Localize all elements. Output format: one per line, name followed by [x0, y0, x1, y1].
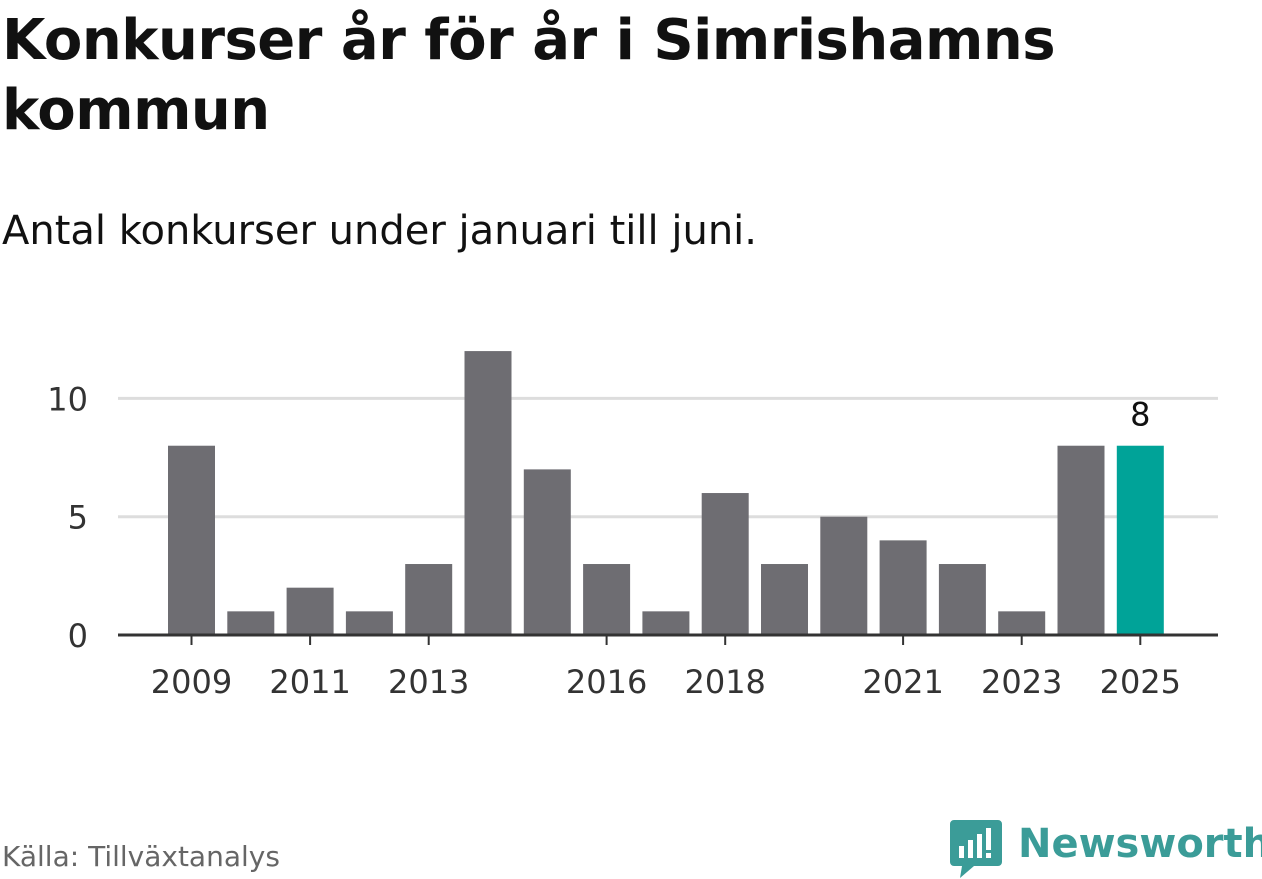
bar-2011 — [286, 587, 334, 635]
x-tick-label-2013: 2013 — [388, 663, 469, 701]
y-tick-label-0: 0 — [68, 617, 88, 655]
bar-2023 — [998, 611, 1046, 635]
brand-logo: Newsworthy — [950, 818, 1262, 878]
y-tick-label-5: 5 — [68, 499, 88, 537]
bar-2021 — [879, 540, 927, 635]
y-tick-label-10: 10 — [47, 380, 88, 418]
bar-2010 — [227, 611, 275, 635]
bar-2024 — [1057, 445, 1105, 635]
bar-2014 — [464, 351, 512, 635]
x-tick-label-2023: 2023 — [981, 663, 1062, 701]
x-tick-label-2025: 2025 — [1100, 663, 1181, 701]
chart-subtitle: Antal konkurser under januari till juni. — [2, 208, 757, 254]
bar-2019 — [761, 564, 808, 635]
bar-2025 — [1116, 445, 1164, 635]
brand-name: Newsworthy — [1018, 821, 1262, 867]
bar-chart-speech-bubble-icon — [950, 820, 1002, 878]
bar-2020 — [820, 516, 868, 635]
bar-2009 — [168, 445, 215, 635]
x-tick-label-2021: 2021 — [862, 663, 943, 701]
x-tick-label-2011: 2011 — [269, 663, 350, 701]
bar-2016 — [583, 564, 631, 635]
bar-2017 — [642, 611, 690, 635]
data-label-2025: 8 — [1130, 396, 1150, 434]
bar-2018 — [701, 493, 749, 635]
x-tick-label-2018: 2018 — [684, 663, 765, 701]
x-tick-label-2009: 2009 — [151, 663, 232, 701]
bar-2022 — [938, 564, 986, 635]
chart-title: Konkurser år för år i Simrishamns kommun — [2, 8, 1056, 143]
source-note: Källa: Tillväxtanalys — [2, 840, 280, 873]
bar-2013 — [405, 564, 453, 635]
bar-2015 — [523, 469, 571, 635]
x-tick-label-2016: 2016 — [566, 663, 647, 701]
bar-chart: 0 5 10 2009 2011 2013 2016 2018 2021 2023 2025 8 — [47, 351, 1218, 701]
bar-2012 — [345, 611, 393, 635]
